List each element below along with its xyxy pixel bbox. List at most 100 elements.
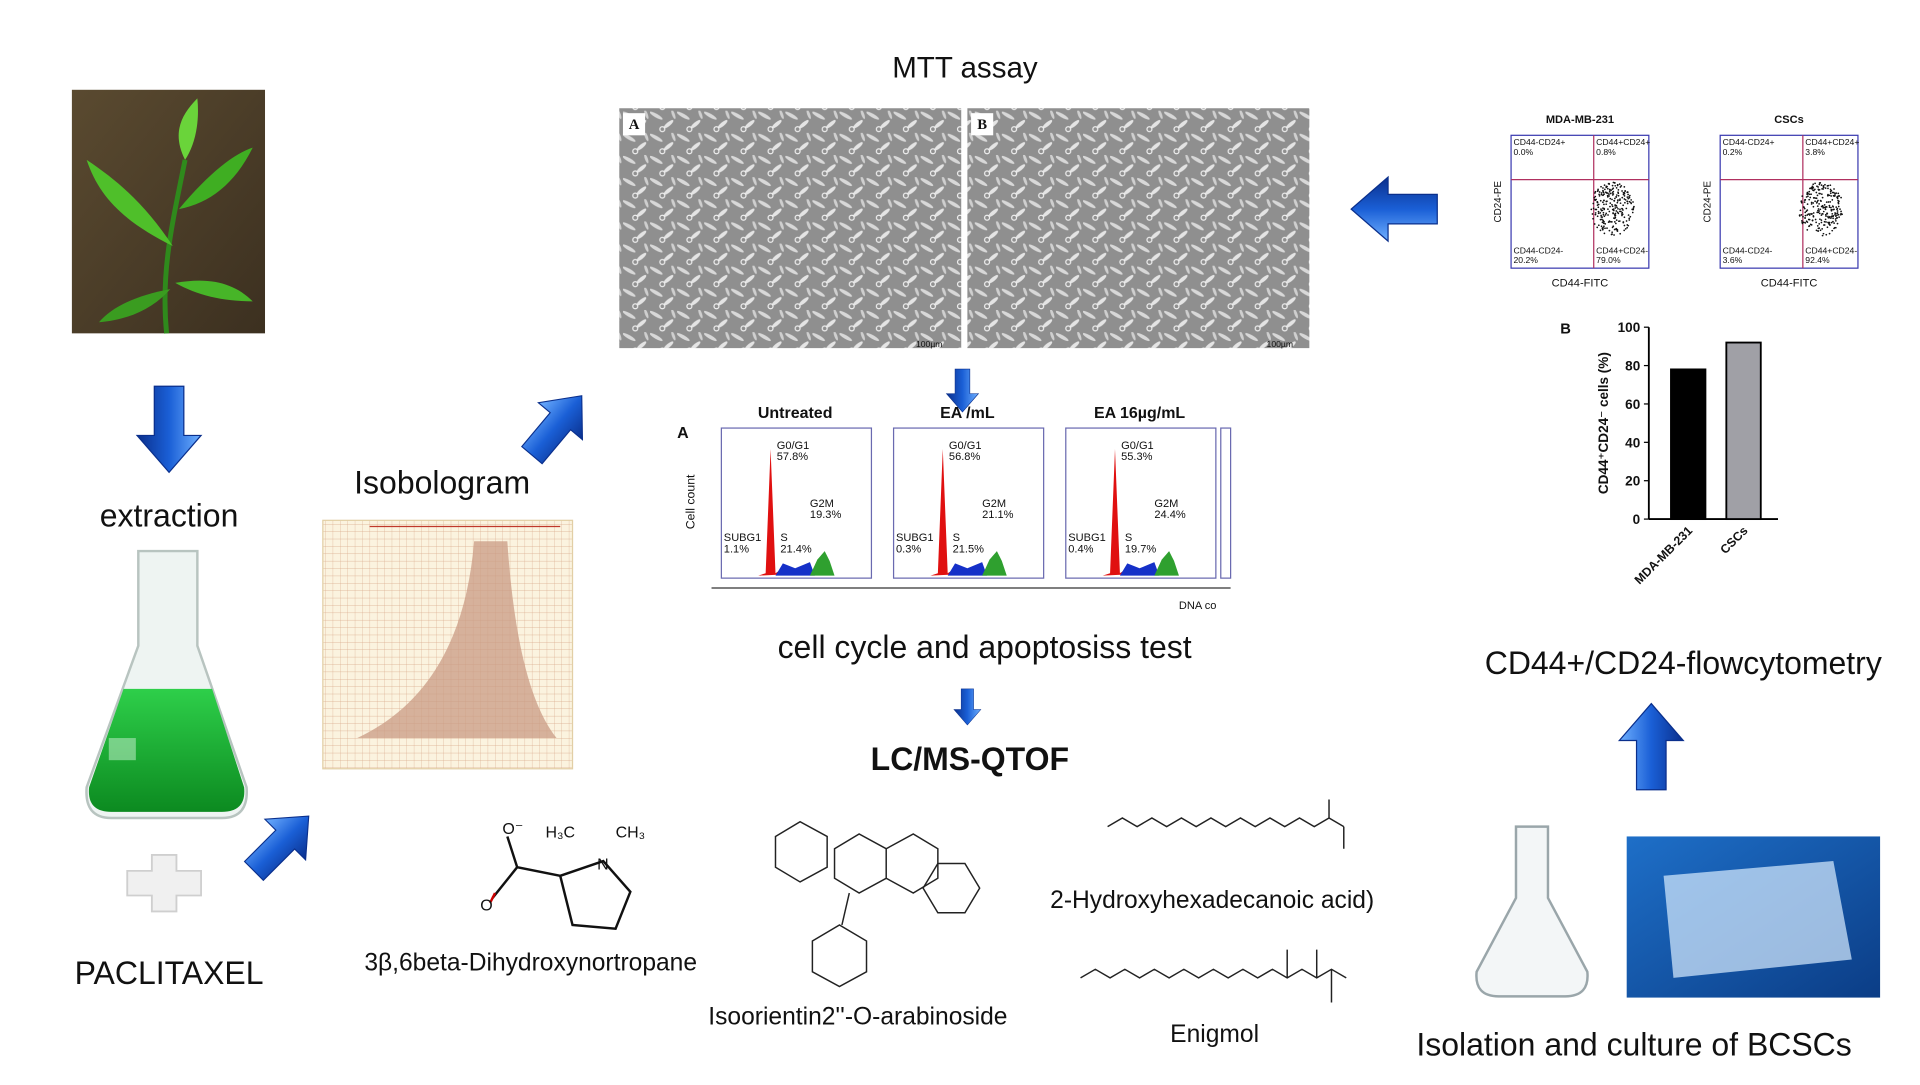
event-dot <box>1598 195 1601 197</box>
phase-percent: 21.1% <box>982 509 1014 521</box>
event-dot <box>1606 192 1609 194</box>
axis-label: CD44⁺CD24⁻ cells (%) <box>1596 352 1611 494</box>
event-dot <box>1614 204 1616 206</box>
compound-name: Isoorientin2''-O-arabinoside <box>708 1004 1007 1031</box>
event-dot <box>1615 194 1618 196</box>
phase-percent: 1.1% <box>724 543 749 555</box>
event-dot <box>1608 189 1611 191</box>
path-shape <box>1107 817 1345 828</box>
event-dot <box>1829 188 1832 191</box>
event-dot <box>1606 187 1609 190</box>
event-dot <box>1815 197 1818 200</box>
event-dot <box>1824 187 1827 190</box>
event-dot <box>1612 209 1615 212</box>
rect-shape <box>622 113 646 136</box>
event-dot <box>1616 228 1619 231</box>
event-dot <box>1826 226 1829 229</box>
event-dot <box>1606 194 1609 197</box>
event-dot <box>1816 194 1819 197</box>
event-dot <box>1600 209 1603 212</box>
histogram <box>1154 551 1179 576</box>
scale-label: 100µm <box>916 339 943 349</box>
event-dot <box>1617 188 1620 191</box>
event-dot <box>1628 200 1631 203</box>
event-dot <box>1632 201 1634 203</box>
event-dot <box>1633 205 1635 208</box>
rect-shape <box>108 738 136 761</box>
event-dot <box>1827 201 1830 203</box>
path-shape <box>922 862 981 914</box>
event-dot <box>1809 212 1811 215</box>
event-dot <box>1625 220 1628 222</box>
scale-label: 100µm <box>1267 339 1294 349</box>
bar-chart: B CD44⁺CD24⁻ cells (%) 0 20 40 60 80 100 MDA-M… <box>1560 320 1778 587</box>
event-dot <box>1830 209 1833 212</box>
event-dot <box>1806 209 1809 211</box>
event-dot <box>1836 210 1839 212</box>
event-dot <box>1803 207 1806 210</box>
path-shape <box>885 833 939 894</box>
event-dot <box>1820 184 1823 187</box>
event-dot <box>1812 186 1815 189</box>
event-dot <box>1617 194 1620 197</box>
event-dot <box>1837 192 1840 195</box>
event-dot <box>1627 193 1629 196</box>
event-dot <box>1832 217 1834 220</box>
molecule-labels: H₃C CH₃ N O⁻ O <box>480 821 645 914</box>
path-shape <box>1080 968 1347 979</box>
axis-label: Cell count <box>683 474 697 529</box>
plate-photo <box>1626 836 1881 998</box>
event-dot <box>1615 196 1617 198</box>
event-dot <box>1597 203 1600 206</box>
phase-name: SUBG1 <box>724 532 762 544</box>
quadrant-name: CD44+CD24- <box>1805 245 1857 255</box>
bar <box>1670 368 1707 521</box>
event-dot <box>1601 228 1604 230</box>
event-dot <box>1594 190 1597 193</box>
event-dot <box>1627 214 1630 216</box>
event-dot <box>1614 222 1617 225</box>
event-dot <box>1829 184 1832 187</box>
event-dot <box>1597 212 1600 215</box>
event-dot <box>1598 191 1601 193</box>
step-label: MTT assay <box>892 51 1038 84</box>
event-dot <box>1838 200 1840 203</box>
event-dot <box>1816 205 1819 207</box>
path-shape <box>175 280 253 302</box>
quadrant-name: CD44-CD24- <box>1514 245 1564 255</box>
event-dot <box>1606 196 1609 198</box>
event-dot <box>1821 234 1824 237</box>
event-dot <box>1814 188 1816 191</box>
arrow <box>1350 176 1438 242</box>
event-dot <box>1613 234 1615 236</box>
event-dot <box>1832 194 1835 197</box>
event-dot <box>1806 203 1809 205</box>
bar <box>1725 341 1762 521</box>
axis-label: CD44-FITC <box>1761 278 1818 290</box>
event-dot <box>1834 214 1836 216</box>
event-dot <box>1821 212 1824 215</box>
event-dot <box>1835 217 1838 219</box>
event-dot <box>1594 212 1597 214</box>
event-dot <box>1812 189 1814 192</box>
path-shape <box>1328 799 1345 849</box>
plot-frame <box>1719 134 1859 269</box>
panel-title: EA /mL <box>940 405 995 422</box>
phase-name: G2M <box>1154 498 1178 510</box>
event-dot <box>1596 215 1599 218</box>
event-dot <box>1626 202 1629 205</box>
quadrant-percent: 0.2% <box>1723 147 1743 157</box>
event-dot <box>1601 221 1604 224</box>
flow-figure: MDA-MB-231CD24-PECD44-FITCCD44-CD24+0.0%… <box>1493 114 1859 290</box>
event-dot <box>1605 212 1608 215</box>
event-dot <box>1822 224 1825 226</box>
quadrant-percent: 3.6% <box>1723 255 1743 265</box>
step-label: CD44+/CD24-flowcytometry <box>1485 645 1882 681</box>
quadrant-percent: 79.0% <box>1596 255 1621 265</box>
event-dot <box>1611 231 1614 234</box>
quadrant-percent: 3.8% <box>1805 147 1825 157</box>
molecule <box>489 836 632 931</box>
quadrant-name: CD44+CD24+ <box>1805 137 1859 147</box>
event-dot <box>1599 218 1602 221</box>
quadrant-percent: 20.2% <box>1514 255 1539 265</box>
